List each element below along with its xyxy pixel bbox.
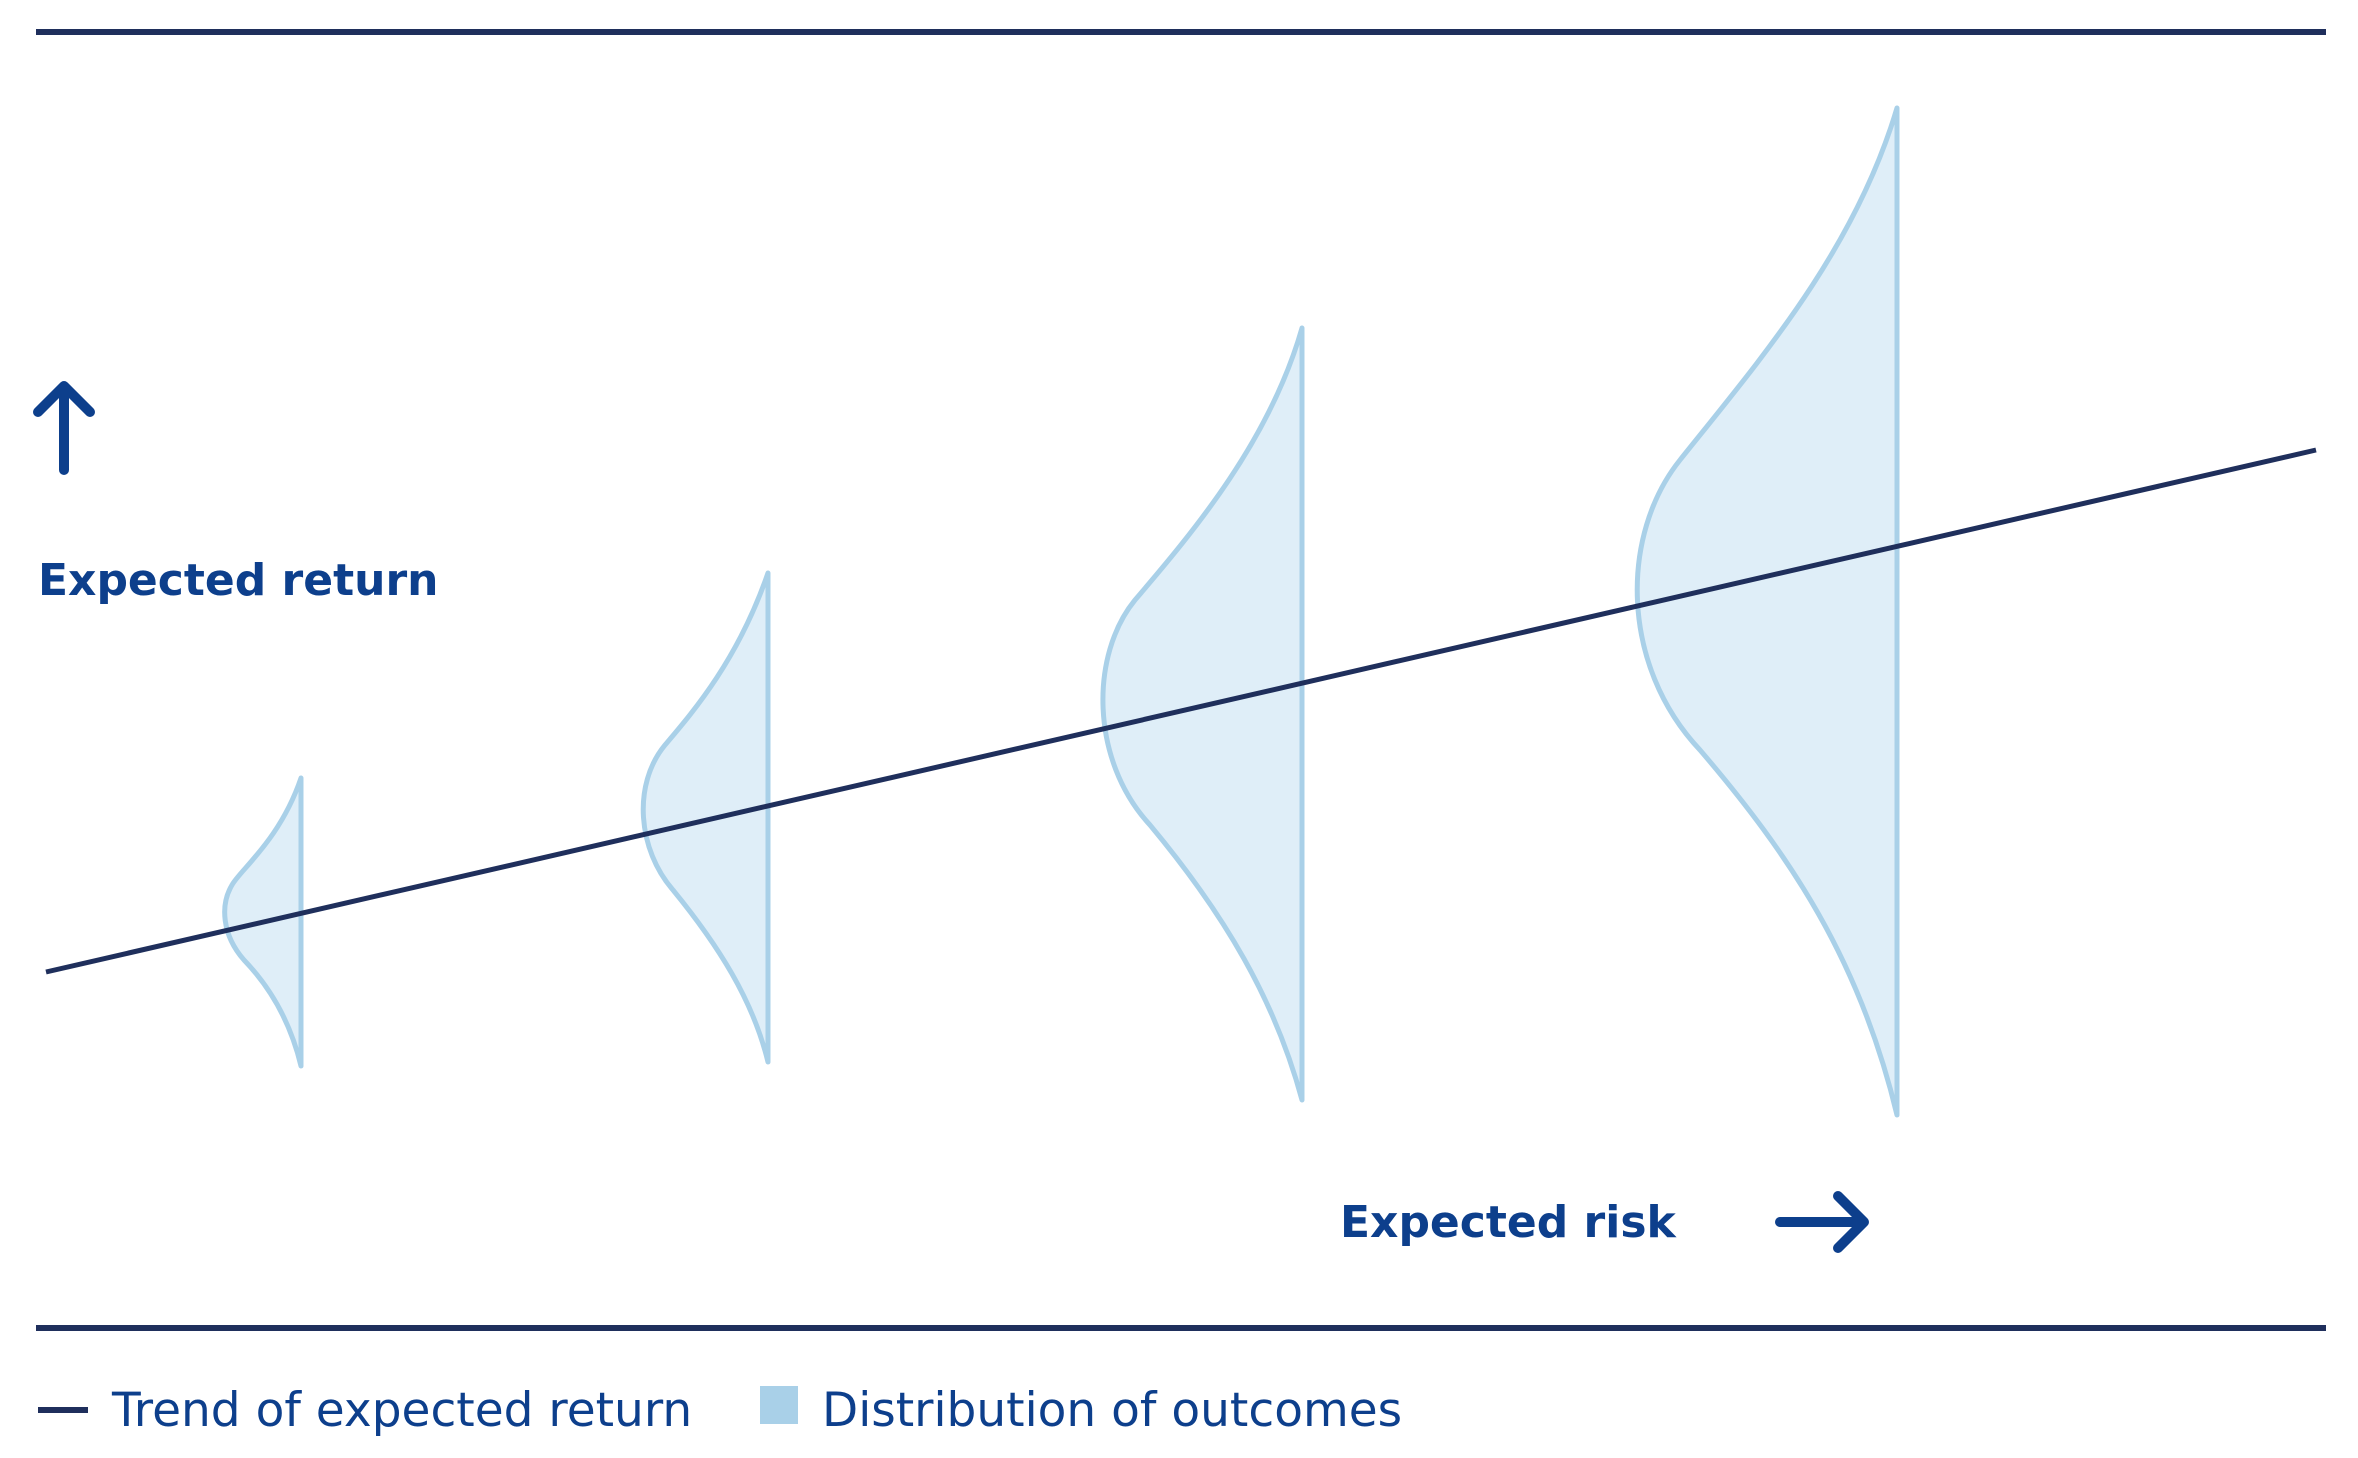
y-axis-label: Expected return [38, 555, 438, 606]
distribution-shape-2 [640, 570, 771, 1065]
x-axis-label: Expected risk [1340, 1197, 1678, 1248]
legend-trend-label: Trend of expected return [111, 1383, 692, 1438]
arrow-up-icon [33, 381, 95, 475]
distribution-shape-3 [1100, 325, 1305, 1103]
arrow-right-icon [1775, 1191, 1869, 1253]
distribution-shape-4 [1634, 105, 1900, 1118]
trend-line [45, 447, 2317, 975]
legend-distribution-swatch [760, 1386, 798, 1424]
distributions [222, 105, 1900, 1118]
legend-distribution-label: Distribution of outcomes [822, 1383, 1402, 1438]
legend: Trend of expected return Distribution of… [38, 1383, 1402, 1438]
